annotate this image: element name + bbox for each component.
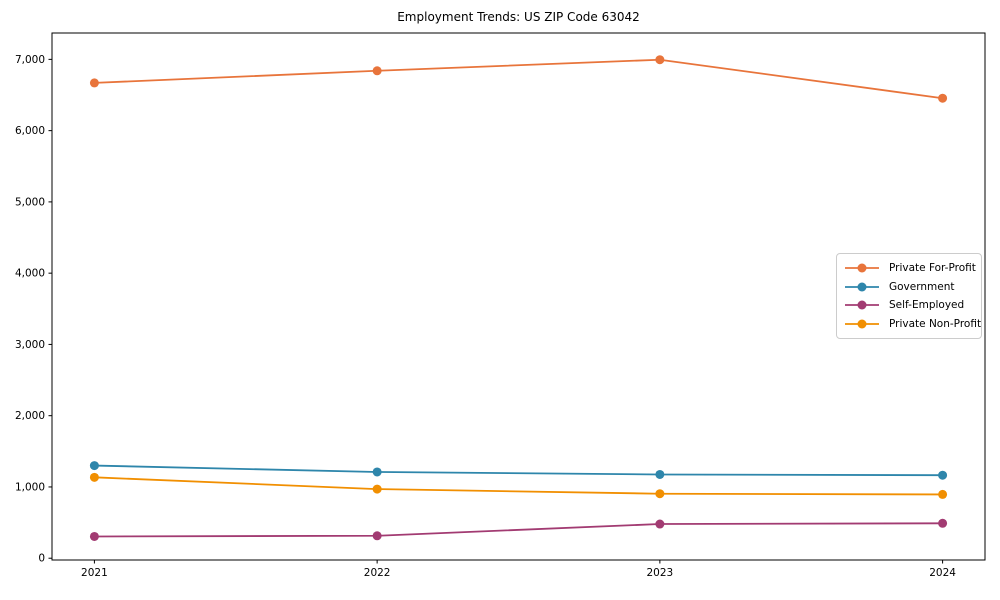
- data-point: [372, 467, 382, 477]
- data-point: [655, 519, 665, 529]
- legend-item: Self-Employed: [843, 296, 975, 315]
- x-tick-label: 2023: [646, 567, 673, 579]
- legend-marker-icon: [845, 319, 879, 329]
- legend-marker-icon: [845, 263, 879, 273]
- data-point: [655, 55, 665, 65]
- data-point: [372, 66, 382, 76]
- data-point: [655, 489, 665, 499]
- series-self-employed: [89, 518, 948, 541]
- data-point: [89, 461, 99, 471]
- series-line: [94, 476, 943, 496]
- data-point: [89, 531, 99, 541]
- legend-item: Government: [843, 278, 975, 297]
- data-point: [938, 518, 948, 528]
- data-point: [372, 531, 382, 541]
- legend-marker-icon: [845, 282, 879, 292]
- series-government: [89, 461, 948, 480]
- x-tick-label: 2022: [364, 567, 391, 579]
- legend-label: Government: [889, 280, 955, 293]
- series-line: [94, 522, 943, 538]
- chart-title: Employment Trends: US ZIP Code 63042: [397, 10, 640, 24]
- y-tick-label: 7,000: [15, 54, 45, 66]
- y-tick-label: 3,000: [15, 339, 45, 351]
- data-point: [89, 78, 99, 88]
- legend-item: Private Non-Profit: [843, 315, 981, 334]
- data-point: [938, 93, 948, 103]
- legend-label: Self-Employed: [889, 299, 965, 312]
- legend: Private For-Profit Government Self-Employe…: [836, 253, 982, 339]
- legend-item: Private For-Profit: [843, 259, 976, 278]
- y-tick-label: 1,000: [15, 481, 45, 493]
- data-point: [938, 489, 948, 499]
- series-private-non-profit: [89, 472, 948, 499]
- x-tick-label: 2024: [929, 567, 956, 579]
- data-point: [938, 470, 948, 480]
- data-point: [655, 469, 665, 479]
- y-tick-label: 6,000: [15, 125, 45, 137]
- y-tick-label: 2,000: [15, 410, 45, 422]
- series-private-for-profit: [89, 55, 948, 103]
- data-point: [89, 472, 99, 482]
- y-tick-label: 5,000: [15, 196, 45, 208]
- data-point: [372, 484, 382, 494]
- x-tick-label: 2021: [81, 567, 108, 579]
- plot-border: [51, 32, 986, 561]
- legend-label: Private For-Profit: [889, 262, 976, 275]
- series-line: [94, 464, 943, 477]
- y-tick-label: 4,000: [15, 268, 45, 280]
- legend-label: Private Non-Profit: [889, 317, 982, 330]
- series-line: [94, 58, 943, 100]
- legend-marker-icon: [845, 300, 879, 310]
- y-tick-label: 0: [38, 553, 45, 565]
